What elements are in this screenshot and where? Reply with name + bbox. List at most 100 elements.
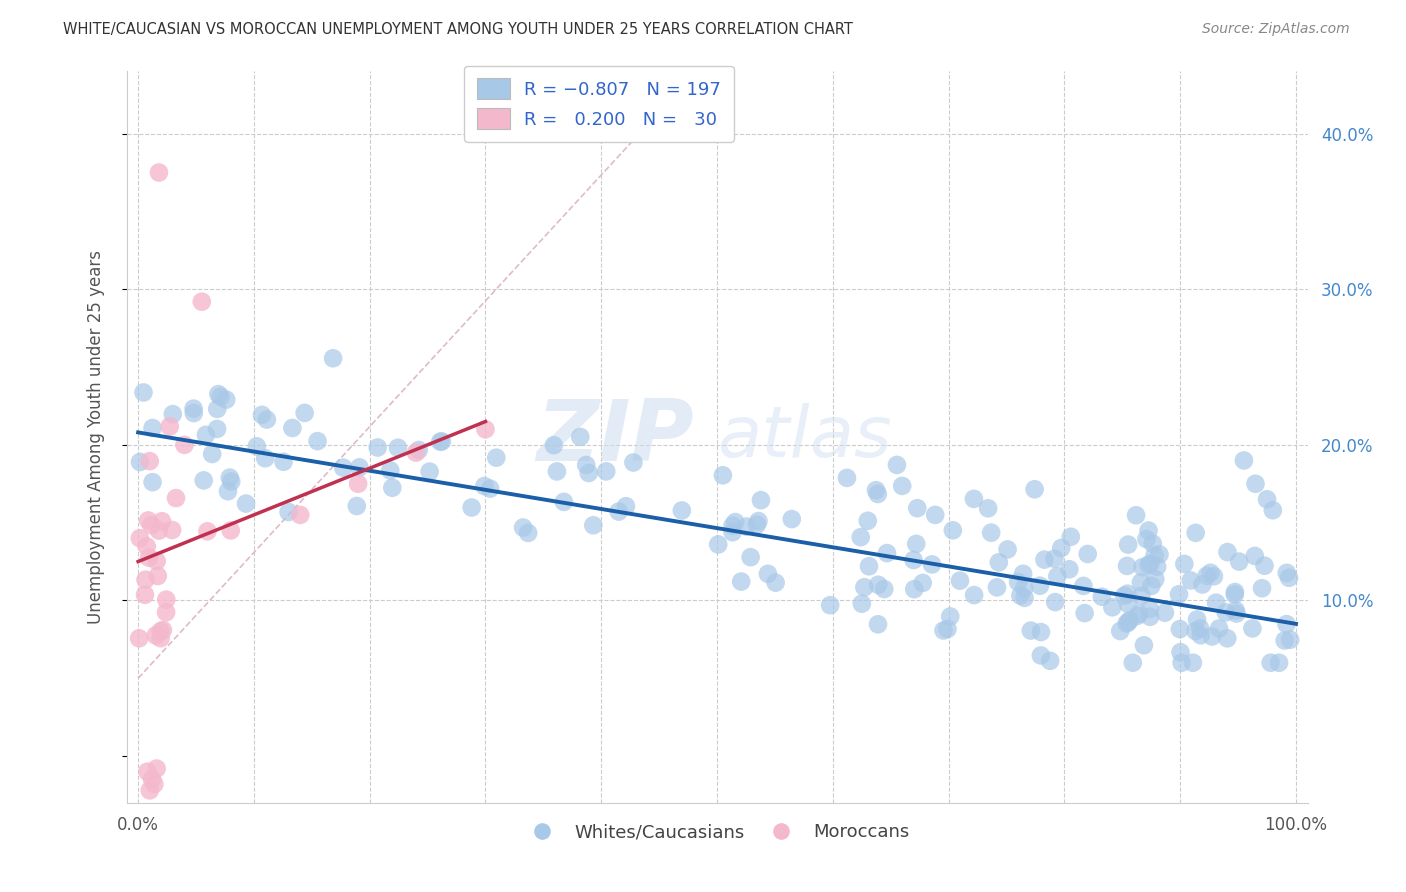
Point xyxy=(1129,575,1152,590)
Point xyxy=(1142,536,1164,550)
Point xyxy=(474,422,496,436)
Point xyxy=(1199,566,1222,580)
Point xyxy=(387,441,409,455)
Point xyxy=(138,454,160,468)
Point xyxy=(1007,574,1029,589)
Point xyxy=(1191,577,1213,591)
Point xyxy=(986,581,1008,595)
Point xyxy=(1132,560,1154,574)
Point xyxy=(721,525,744,540)
Point xyxy=(143,777,166,791)
Point xyxy=(1181,656,1204,670)
Point xyxy=(132,385,155,400)
Point xyxy=(1010,589,1032,603)
Point xyxy=(997,542,1019,557)
Point xyxy=(849,530,872,544)
Point xyxy=(1029,625,1052,640)
Point xyxy=(1201,630,1223,644)
Point xyxy=(1014,591,1036,605)
Point xyxy=(818,598,841,612)
Point xyxy=(1043,595,1066,609)
Point xyxy=(595,464,617,478)
Point xyxy=(1241,621,1264,635)
Point xyxy=(218,470,240,484)
Point xyxy=(569,430,592,444)
Point xyxy=(219,524,242,538)
Point xyxy=(201,447,224,461)
Point xyxy=(1173,557,1195,571)
Point xyxy=(1278,571,1301,585)
Point xyxy=(479,482,502,496)
Point xyxy=(136,764,159,779)
Point xyxy=(1137,558,1160,572)
Point xyxy=(1233,453,1256,467)
Point xyxy=(866,487,889,501)
Point xyxy=(207,387,229,401)
Point xyxy=(921,558,943,572)
Point xyxy=(1130,589,1153,603)
Point xyxy=(159,419,181,434)
Point xyxy=(349,460,371,475)
Point xyxy=(1139,602,1161,616)
Point xyxy=(183,406,205,420)
Point xyxy=(835,471,858,485)
Point xyxy=(1012,566,1035,581)
Point xyxy=(886,458,908,472)
Point xyxy=(963,588,986,602)
Point xyxy=(128,531,150,545)
Point xyxy=(1243,549,1265,563)
Point xyxy=(149,624,172,639)
Point xyxy=(1184,624,1206,638)
Point xyxy=(207,401,229,416)
Point xyxy=(215,392,238,407)
Point xyxy=(614,500,637,514)
Point xyxy=(671,503,693,517)
Point xyxy=(250,408,273,422)
Point xyxy=(1154,606,1177,620)
Point xyxy=(1261,503,1284,517)
Point xyxy=(891,479,914,493)
Point xyxy=(621,456,644,470)
Point xyxy=(1275,566,1298,580)
Point xyxy=(1126,608,1149,623)
Point xyxy=(575,458,598,472)
Point xyxy=(1019,624,1042,638)
Point xyxy=(1046,569,1069,583)
Point xyxy=(980,525,1002,540)
Point xyxy=(1168,587,1191,601)
Point xyxy=(1116,597,1139,611)
Point xyxy=(472,479,495,493)
Point xyxy=(193,474,215,488)
Point xyxy=(307,434,329,449)
Point xyxy=(865,483,887,497)
Point xyxy=(1274,633,1296,648)
Point xyxy=(145,554,167,568)
Point xyxy=(1168,622,1191,636)
Point xyxy=(977,501,1000,516)
Point xyxy=(747,514,769,528)
Point xyxy=(194,427,217,442)
Point xyxy=(707,537,730,551)
Point xyxy=(853,580,876,594)
Point xyxy=(205,422,228,436)
Point xyxy=(905,501,928,516)
Text: ZIP: ZIP xyxy=(536,395,693,479)
Point xyxy=(1279,632,1302,647)
Point xyxy=(512,520,534,534)
Point xyxy=(756,566,779,581)
Point xyxy=(607,505,630,519)
Point xyxy=(1139,557,1161,571)
Point xyxy=(1256,492,1278,507)
Point xyxy=(460,500,482,515)
Point xyxy=(1216,545,1239,559)
Point xyxy=(294,406,316,420)
Point xyxy=(1195,569,1218,583)
Point xyxy=(1143,548,1166,562)
Point xyxy=(405,445,427,459)
Point xyxy=(141,518,163,533)
Point xyxy=(1033,552,1056,566)
Point xyxy=(136,513,159,527)
Point xyxy=(256,412,278,426)
Point xyxy=(851,597,873,611)
Point xyxy=(517,525,540,540)
